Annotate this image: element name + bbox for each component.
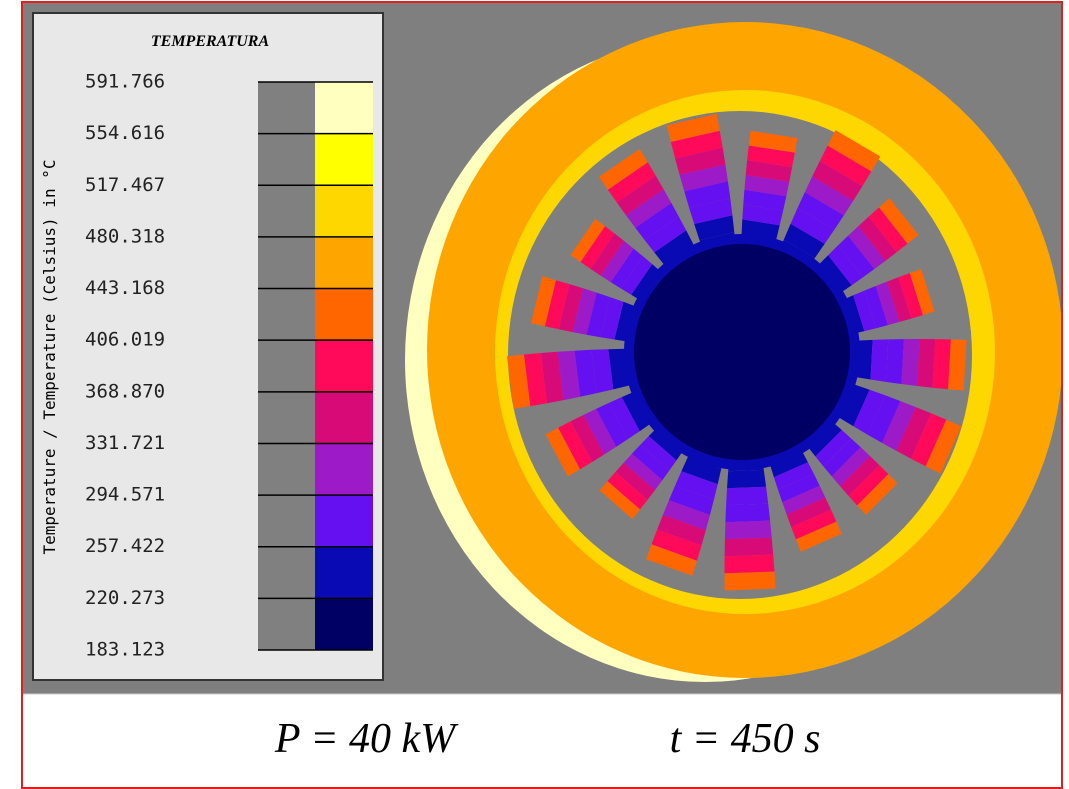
legend-color-band	[315, 237, 373, 289]
legend-color-band	[315, 185, 373, 237]
legend-tick-label: 480.318	[85, 225, 165, 247]
blade-segment	[901, 339, 919, 386]
legend-tick-label: 220.273	[85, 587, 165, 609]
legend-color-band	[315, 598, 373, 650]
legend-color-band	[315, 289, 373, 341]
blade-segment	[725, 521, 772, 540]
legend-tick-label: 591.766	[85, 71, 165, 93]
blade-segment	[886, 339, 904, 384]
legend-tick-label: 406.019	[85, 329, 165, 351]
hub	[634, 244, 850, 460]
legend-tick-label: 517.467	[85, 174, 165, 196]
blade-segment	[933, 339, 951, 389]
legend-tick-label: 443.168	[85, 277, 165, 299]
legend-color-band	[315, 443, 373, 495]
caption-time: t = 450 s	[670, 716, 821, 762]
blade-segment	[725, 572, 776, 591]
legend-color-band	[315, 547, 373, 599]
blade-segment	[917, 339, 935, 388]
legend-color-band	[315, 134, 373, 186]
legend-tick-label: 331.721	[85, 432, 165, 454]
legend-tick-label: 368.870	[85, 380, 165, 402]
blade-segment	[725, 538, 774, 557]
legend-color-band	[315, 392, 373, 444]
blade-segment	[871, 339, 889, 382]
blade-segment	[726, 487, 768, 505]
page: TEMPERATURA Temperature / Temperature (C…	[0, 0, 1069, 789]
legend-color-band	[315, 340, 373, 392]
legend-title: TEMPERATURA	[151, 33, 270, 50]
legend-color-band	[315, 82, 373, 134]
blade-segment	[727, 470, 766, 488]
legend-color-band	[315, 495, 373, 547]
blade-segment	[725, 555, 775, 574]
legend-gray-bar	[258, 82, 315, 650]
blade-segment	[948, 339, 967, 390]
caption-power: P = 40 kW	[274, 716, 459, 762]
blade-segment	[725, 504, 770, 523]
legend-tick-label: 257.422	[85, 535, 165, 557]
legend-axis-label: Temperature / Temperature (Celsius) in °…	[40, 160, 59, 555]
legend-tick-label: 294.571	[85, 484, 165, 506]
legend-tick-label: 554.616	[85, 122, 165, 144]
legend-tick-label: 183.123	[85, 639, 165, 661]
